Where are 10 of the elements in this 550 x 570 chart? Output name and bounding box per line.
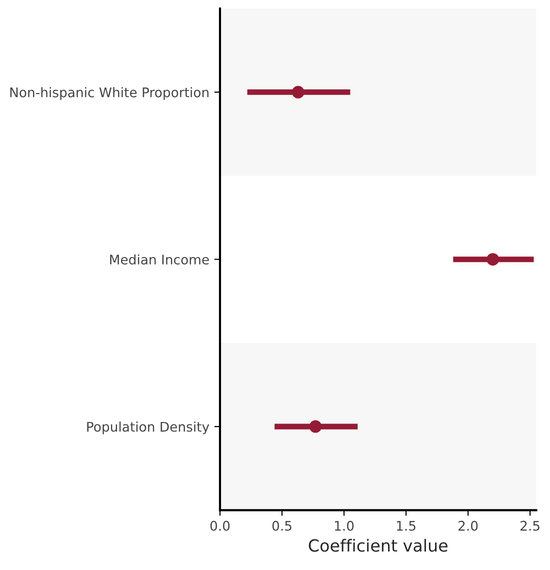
x-tick-label: 0.0 <box>210 520 230 531</box>
x-tick-label: 2.5 <box>520 520 540 531</box>
x-axis-title: Coefficient value <box>308 538 448 552</box>
x-tick-label: 0.5 <box>272 520 292 531</box>
x-tick-label: 1.5 <box>396 520 416 531</box>
x-tick-label: 1.0 <box>334 520 354 531</box>
y-tick-label: Non-hispanic White Proportion <box>10 87 208 100</box>
y-tick-label: Median Income <box>110 254 209 265</box>
x-tick-label: 2.0 <box>458 520 478 531</box>
y-tick-label: Population Density <box>87 422 210 434</box>
